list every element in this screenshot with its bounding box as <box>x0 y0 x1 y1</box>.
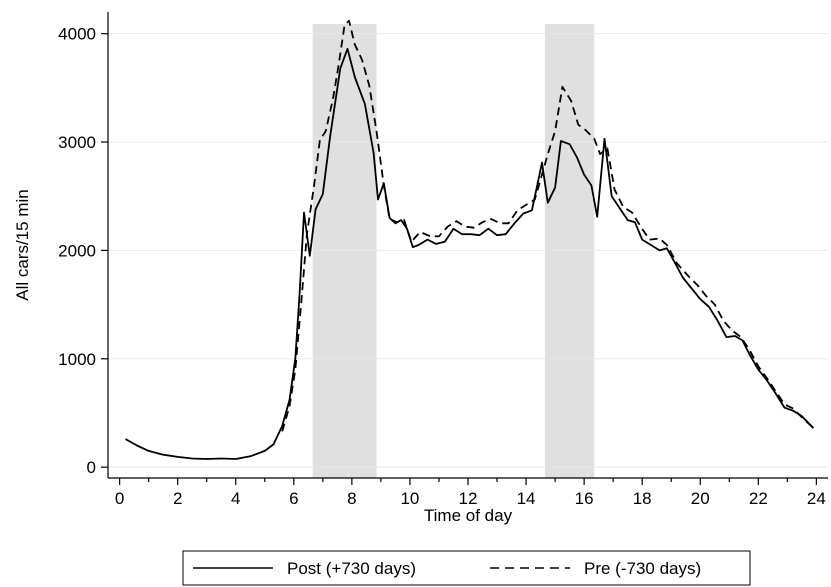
legend-label-pre: Pre (-730 days) <box>584 559 701 578</box>
x-tick-label-18: 18 <box>633 489 652 508</box>
legend-box <box>182 550 751 586</box>
x-axis-title: Time of day <box>424 506 513 525</box>
x-tick-label-16: 16 <box>575 489 594 508</box>
y-tick-label-4000: 4000 <box>58 25 96 44</box>
x-tick-label-0: 0 <box>115 489 124 508</box>
y-tick-label-0: 0 <box>87 458 96 477</box>
x-tick-label-22: 22 <box>749 489 768 508</box>
x-tick-label-6: 6 <box>289 489 298 508</box>
y-tick-label-3000: 3000 <box>58 133 96 152</box>
x-tick-label-4: 4 <box>231 489 240 508</box>
shaded-period-0 <box>312 24 377 478</box>
gridlines <box>108 33 828 468</box>
shaded-period-1 <box>544 24 595 478</box>
shaded-periods <box>312 24 595 478</box>
x-tick-label-8: 8 <box>347 489 356 508</box>
x-tick-label-10: 10 <box>400 489 419 508</box>
series-line-pre <box>281 19 815 432</box>
x-tick-label-12: 12 <box>459 489 478 508</box>
plot-area <box>108 19 828 478</box>
x-axis-ticks: 0 2 4 6 8 10 12 14 16 18 20 22 24 <box>115 478 826 508</box>
x-tick-label-14: 14 <box>517 489 536 508</box>
x-tick-label-2: 2 <box>173 489 182 508</box>
legend: Post (+730 days) Pre (-730 days) <box>182 550 751 586</box>
y-axis-title: All cars/15 min <box>13 189 32 300</box>
y-axis-ticks: 0 1000 2000 3000 4000 <box>58 25 108 477</box>
x-tick-label-20: 20 <box>691 489 710 508</box>
y-tick-label-2000: 2000 <box>58 241 96 260</box>
y-tick-label-1000: 1000 <box>58 350 96 369</box>
series-lines <box>124 19 815 460</box>
series-line-post <box>124 47 815 460</box>
legend-label-post: Post (+730 days) <box>287 559 416 578</box>
x-tick-label-24: 24 <box>807 489 826 508</box>
